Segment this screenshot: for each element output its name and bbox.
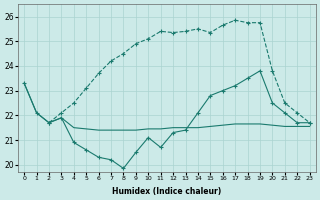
X-axis label: Humidex (Indice chaleur): Humidex (Indice chaleur) bbox=[112, 187, 221, 196]
